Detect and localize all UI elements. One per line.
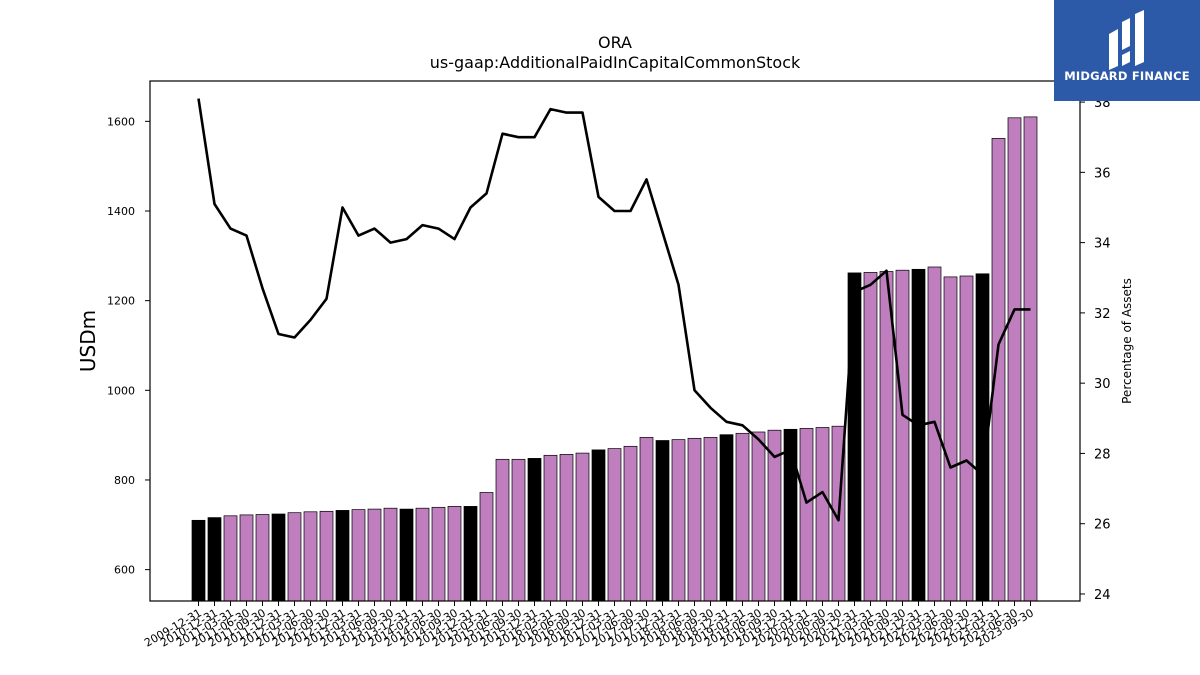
bar [575,452,590,602]
y-tick-label: 1200 [107,295,135,308]
bar [895,269,910,602]
bar [255,514,270,602]
bar [463,506,478,602]
bar [591,449,606,602]
y2-tick-label: 24 [1094,588,1111,603]
bar [1023,116,1038,602]
bar [671,439,686,602]
bar [543,454,558,602]
chart-subtitle: us-gaap:AdditionalPaidInCapitalCommonSto… [430,53,801,72]
bar [943,276,958,602]
bar [719,434,734,602]
bar [623,445,638,602]
midgard-logo-icon [1109,10,1144,70]
y-axis-left: 600 800 1000 1200 1400 1600 [107,115,150,577]
bar [335,510,350,602]
y-axis-label: USDm [76,310,100,372]
bar [271,513,286,602]
y-tick-label: 1400 [107,205,135,218]
bar [431,506,446,602]
bar [319,510,334,602]
y-tick-label: 1600 [107,115,135,128]
bar [479,492,494,602]
bar [847,272,862,602]
chart-title: ORA [598,33,632,52]
y2-tick-label: 32 [1094,307,1111,322]
y2-axis-label: Percentage of Assets [1120,278,1134,404]
bar [351,509,366,602]
bar [687,437,702,602]
y2-tick-label: 26 [1094,518,1111,533]
brand-logo: MIDGARD FINANCE [1054,0,1200,101]
x-axis: 2009-12-312010-12-312011-03-312011-06-30… [142,601,1036,650]
bar [815,427,830,602]
bar [735,432,750,602]
bar [799,428,814,602]
bar [655,440,670,602]
line-series [197,98,1031,522]
y2-tick-label: 28 [1094,447,1111,462]
bar [559,454,574,602]
bar [863,272,878,602]
bar [447,506,462,602]
bar [703,437,718,602]
y-tick-label: 1000 [107,384,135,397]
bar [383,507,398,602]
bar [639,437,654,602]
bar [1007,117,1022,602]
bar [607,448,622,602]
bar [511,458,526,602]
bar [991,138,1006,602]
bar [495,458,510,602]
bar [911,268,926,602]
bar-series [191,116,1038,602]
y2-tick-label: 34 [1094,237,1111,252]
y2-tick-label: 36 [1094,166,1111,181]
bar [239,514,254,602]
logo-text: MIDGARD FINANCE [1064,69,1190,83]
bar [783,428,798,602]
y-tick-label: 800 [114,474,135,487]
bar [751,431,766,602]
line-path [197,98,1031,522]
bar [527,458,542,602]
bar [287,512,302,602]
bar [191,519,206,602]
bar [207,517,222,602]
bar [959,275,974,602]
bar [399,508,414,602]
y-tick-label: 600 [114,564,135,577]
y2-tick-label: 30 [1094,377,1111,392]
bar [415,507,430,602]
bar [367,508,382,602]
bar [303,511,318,602]
bar [223,515,238,602]
